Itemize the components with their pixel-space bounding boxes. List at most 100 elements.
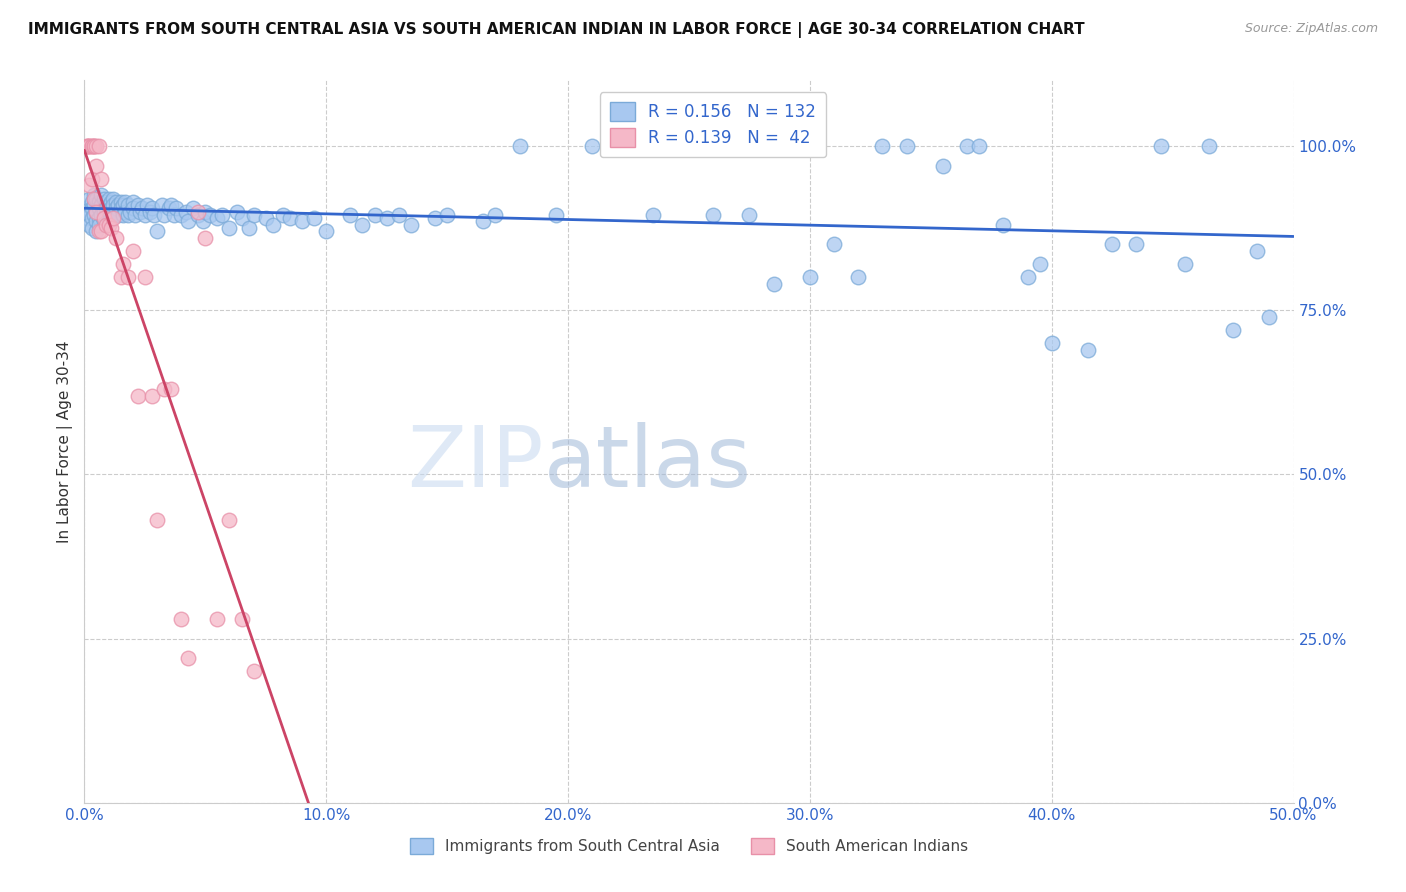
Text: atlas: atlas <box>544 422 752 505</box>
Point <box>231 211 253 226</box>
Point <box>352 218 374 232</box>
Point <box>87 194 110 209</box>
Point <box>103 208 125 222</box>
Point <box>100 221 122 235</box>
Point <box>846 270 869 285</box>
Point <box>121 244 143 258</box>
Point <box>127 388 149 402</box>
Point <box>80 171 103 186</box>
Point <box>665 139 688 153</box>
Point <box>76 211 98 226</box>
Point <box>87 202 110 216</box>
Point <box>86 159 108 173</box>
Point <box>242 208 264 222</box>
Point <box>177 651 200 665</box>
Point <box>117 198 139 212</box>
Point <box>690 139 713 153</box>
Point <box>388 208 411 222</box>
Point <box>127 198 149 212</box>
Point <box>218 513 240 527</box>
Point <box>187 204 209 219</box>
Point <box>472 214 495 228</box>
Point <box>339 208 361 222</box>
Point <box>94 194 117 209</box>
Point <box>100 202 122 216</box>
Point <box>1149 139 1171 153</box>
Point <box>90 198 112 212</box>
Point <box>112 257 135 271</box>
Point <box>94 202 117 216</box>
Point <box>87 211 110 226</box>
Point <box>83 192 105 206</box>
Point <box>1222 323 1244 337</box>
Point <box>87 224 110 238</box>
Point <box>363 208 385 222</box>
Text: Source: ZipAtlas.com: Source: ZipAtlas.com <box>1244 22 1378 36</box>
Point <box>238 221 260 235</box>
Point <box>134 208 156 222</box>
Point <box>799 270 821 285</box>
Point <box>278 211 301 226</box>
Point <box>181 202 204 216</box>
Point <box>436 208 458 222</box>
Point <box>112 208 135 222</box>
Point <box>143 208 166 222</box>
Point <box>87 218 110 232</box>
Point <box>1125 237 1147 252</box>
Point <box>90 188 112 202</box>
Point <box>77 192 100 206</box>
Point <box>86 192 108 206</box>
Point <box>1017 270 1039 285</box>
Point <box>77 178 100 193</box>
Point <box>97 218 120 232</box>
Point <box>211 208 233 222</box>
Point <box>157 202 180 216</box>
Point <box>77 218 100 232</box>
Point <box>107 198 129 212</box>
Point <box>103 198 125 212</box>
Point <box>90 171 112 186</box>
Point <box>110 270 132 285</box>
Point <box>302 211 325 226</box>
Point <box>83 139 105 153</box>
Point <box>76 139 98 153</box>
Point <box>1077 343 1099 357</box>
Point <box>141 202 163 216</box>
Point <box>170 612 193 626</box>
Point <box>153 208 176 222</box>
Point <box>231 612 253 626</box>
Point <box>103 211 125 226</box>
Point <box>198 208 221 222</box>
Point <box>1028 257 1050 271</box>
Point <box>93 214 115 228</box>
Point <box>80 194 103 209</box>
Point <box>138 204 160 219</box>
Point <box>544 208 567 222</box>
Point <box>218 221 240 235</box>
Point <box>207 211 229 226</box>
Point <box>291 214 314 228</box>
Point <box>121 202 143 216</box>
Point <box>121 194 143 209</box>
Point <box>90 224 112 238</box>
Point <box>80 202 103 216</box>
Point <box>131 202 153 216</box>
Point <box>94 211 117 226</box>
Point <box>129 204 152 219</box>
Point <box>103 192 125 206</box>
Point <box>93 192 115 206</box>
Point <box>86 214 108 228</box>
Point <box>956 139 979 153</box>
Point <box>605 139 627 153</box>
Point <box>423 211 446 226</box>
Point <box>124 208 146 222</box>
Legend: Immigrants from South Central Asia, South American Indians: Immigrants from South Central Asia, Sout… <box>404 832 974 860</box>
Point <box>993 218 1015 232</box>
Point <box>177 214 200 228</box>
Point <box>104 231 127 245</box>
Point <box>1258 310 1281 324</box>
Point <box>174 204 197 219</box>
Point <box>187 208 209 222</box>
Point <box>90 208 112 222</box>
Point <box>120 204 142 219</box>
